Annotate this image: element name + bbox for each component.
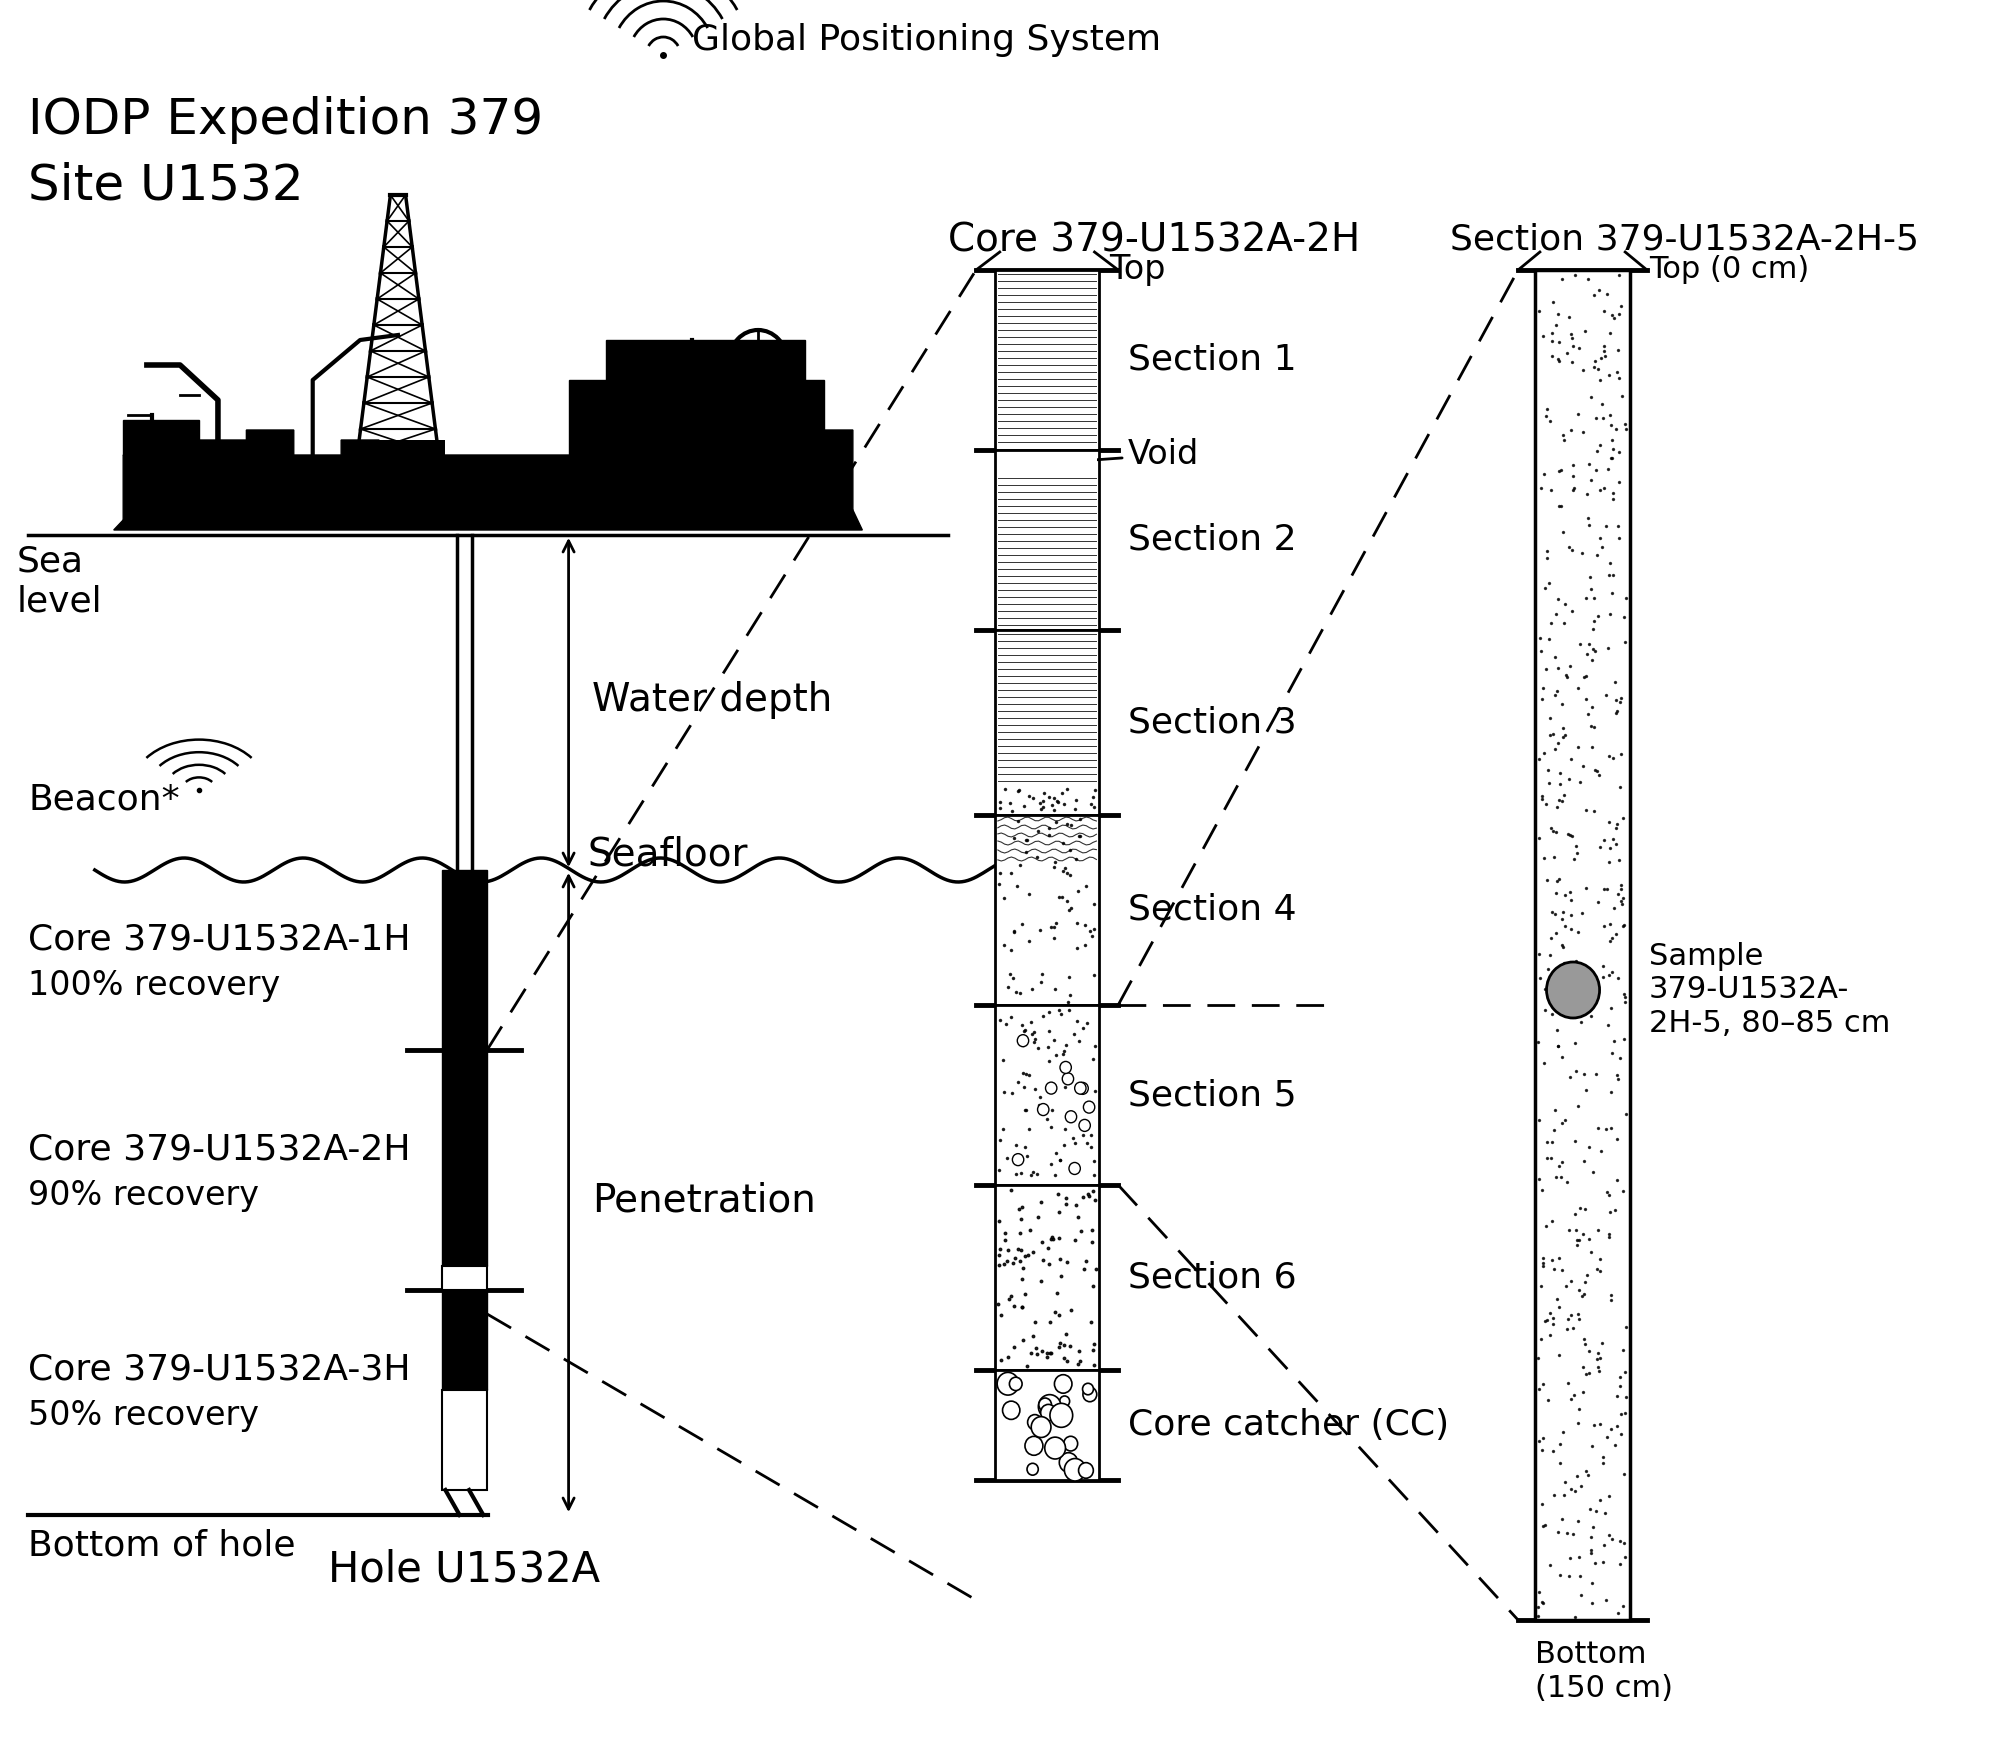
Circle shape: [1062, 1072, 1074, 1085]
Text: Bottom of hole: Bottom of hole: [28, 1529, 296, 1562]
Bar: [1536, 270, 1630, 1619]
Circle shape: [1050, 1403, 1072, 1428]
Text: Section 1: Section 1: [1128, 343, 1296, 378]
Circle shape: [1060, 1062, 1072, 1074]
Text: Site U1532: Site U1532: [28, 160, 304, 209]
Text: Sea
level: Sea level: [18, 545, 102, 618]
Bar: [996, 1370, 1100, 1480]
Circle shape: [1066, 1111, 1076, 1123]
Text: Sample
379-U1532A-
2H-5, 80–85 cm: Sample 379-U1532A- 2H-5, 80–85 cm: [1648, 942, 1890, 1038]
Bar: [996, 1186, 1100, 1370]
Circle shape: [998, 1372, 1018, 1395]
Circle shape: [1040, 1405, 1056, 1421]
Bar: [350, 440, 446, 460]
Circle shape: [1032, 1417, 1050, 1438]
Bar: [442, 1266, 488, 1290]
Text: Bottom
(150 cm): Bottom (150 cm): [1536, 1640, 1674, 1703]
Circle shape: [1074, 1083, 1086, 1093]
Circle shape: [1068, 1163, 1080, 1175]
Text: Void: Void: [1030, 439, 1198, 472]
Bar: [996, 1005, 1100, 1186]
Text: 90% recovery: 90% recovery: [28, 1179, 260, 1212]
Bar: [442, 1050, 488, 1266]
Text: JOIDES Resolution: JOIDES Resolution: [412, 486, 686, 515]
Circle shape: [1078, 1119, 1090, 1132]
Circle shape: [1082, 1384, 1094, 1395]
Circle shape: [1064, 1436, 1078, 1450]
Bar: [996, 815, 1100, 1005]
Polygon shape: [606, 339, 806, 380]
Circle shape: [1046, 1083, 1056, 1093]
Circle shape: [1064, 1459, 1086, 1482]
Text: Top: Top: [1108, 254, 1166, 287]
Circle shape: [1002, 1402, 1020, 1419]
Circle shape: [1028, 1462, 1038, 1475]
Circle shape: [1028, 1415, 1042, 1429]
Circle shape: [1082, 1388, 1096, 1402]
Text: Section 379-U1532A-2H-5: Section 379-U1532A-2H-5: [1450, 223, 1918, 258]
Text: Section 4: Section 4: [1128, 893, 1296, 926]
Text: Penetration: Penetration: [592, 1180, 816, 1219]
Circle shape: [1038, 1395, 1062, 1419]
Bar: [364, 454, 432, 470]
Text: 100% recovery: 100% recovery: [28, 968, 280, 1001]
Bar: [996, 270, 1100, 449]
Text: Core 379-U1532A-1H: Core 379-U1532A-1H: [28, 923, 410, 958]
Polygon shape: [114, 510, 862, 529]
Text: Core 379-U1532A-2H: Core 379-U1532A-2H: [948, 221, 1360, 259]
Bar: [996, 449, 1100, 630]
Circle shape: [1018, 1034, 1028, 1046]
Circle shape: [1038, 1398, 1052, 1412]
Circle shape: [718, 402, 752, 439]
Text: Core catcher (CC): Core catcher (CC): [1128, 1408, 1448, 1442]
Bar: [442, 1290, 488, 1389]
Circle shape: [1060, 1396, 1070, 1407]
Text: Global Positioning System: Global Positioning System: [692, 23, 1160, 57]
Text: Top (0 cm): Top (0 cm): [1648, 256, 1810, 284]
Polygon shape: [568, 380, 824, 454]
Bar: [442, 1389, 488, 1490]
Circle shape: [1038, 1104, 1048, 1116]
Circle shape: [1054, 1375, 1072, 1393]
Text: IODP Expedition 379: IODP Expedition 379: [28, 96, 544, 145]
Text: Section 3: Section 3: [1128, 705, 1296, 740]
Text: 50% recovery: 50% recovery: [28, 1398, 260, 1431]
Text: Seafloor: Seafloor: [588, 836, 748, 874]
Text: Section 6: Section 6: [1128, 1260, 1296, 1295]
Polygon shape: [124, 430, 852, 521]
Bar: [996, 630, 1100, 815]
Text: Beacon*: Beacon*: [28, 783, 180, 817]
Circle shape: [1546, 963, 1600, 1018]
Circle shape: [1078, 1462, 1094, 1478]
Bar: [996, 453, 1098, 472]
Circle shape: [1060, 1452, 1078, 1473]
Circle shape: [1076, 1083, 1088, 1095]
Circle shape: [1010, 1377, 1022, 1391]
Text: Core 379-U1532A-2H: Core 379-U1532A-2H: [28, 1133, 410, 1166]
Text: Section 2: Section 2: [1128, 522, 1296, 557]
Text: Section 5: Section 5: [1128, 1078, 1296, 1112]
Bar: [442, 870, 488, 1050]
Text: Hole U1532A: Hole U1532A: [328, 1549, 600, 1591]
Text: Core 379-U1532A-3H: Core 379-U1532A-3H: [28, 1353, 410, 1388]
Polygon shape: [124, 420, 200, 454]
Circle shape: [1044, 1436, 1066, 1459]
Circle shape: [1012, 1154, 1024, 1166]
Text: Water depth: Water depth: [592, 681, 832, 719]
Circle shape: [1084, 1100, 1094, 1112]
Circle shape: [1024, 1436, 1042, 1455]
